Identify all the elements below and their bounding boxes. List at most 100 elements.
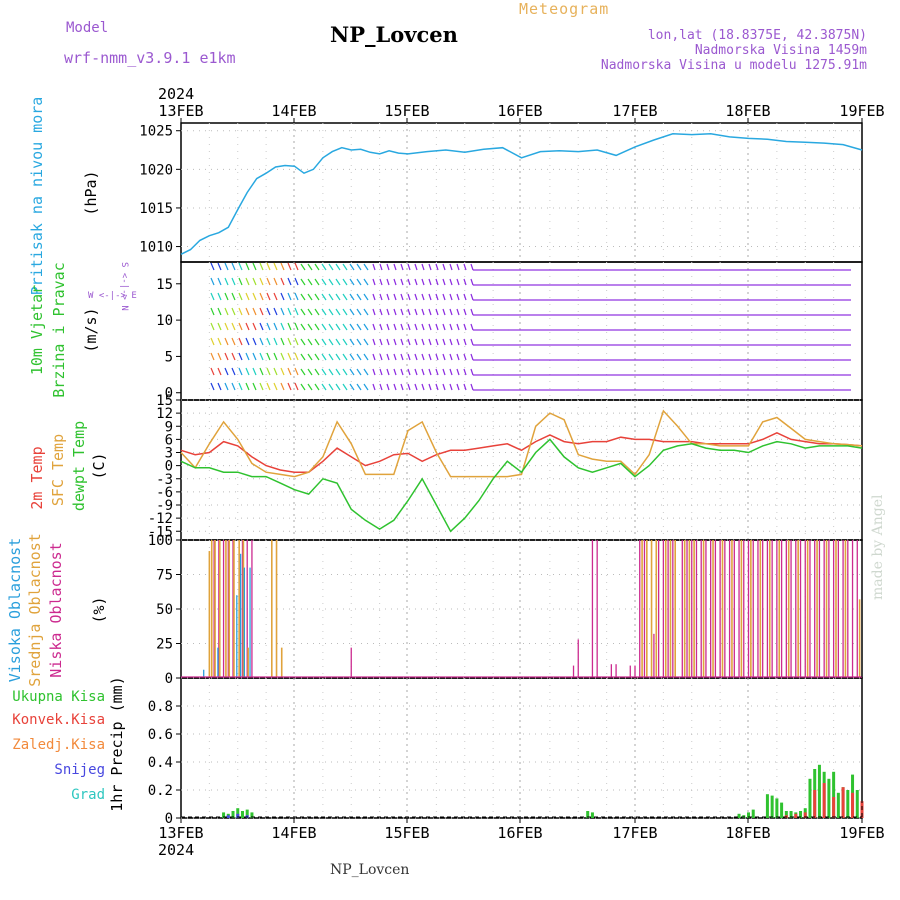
wind-barb (363, 368, 369, 376)
wind-barb (372, 368, 376, 376)
time-tick-bottom: 13FEB (158, 824, 203, 842)
wind-barb (342, 383, 348, 391)
wind-barb (400, 308, 404, 316)
wind-barb (231, 307, 236, 316)
wind-barb (342, 353, 348, 361)
wind-barb (442, 263, 446, 271)
wind-barb (231, 277, 236, 286)
wind-barb (294, 292, 299, 301)
precip-tick-label: 0.4 (148, 755, 173, 771)
wind-barb (294, 337, 299, 346)
wind-barb (470, 338, 474, 346)
pressure-tick-label: 1020 (139, 162, 173, 178)
wind-barb (328, 368, 334, 376)
wind-barb (400, 293, 404, 301)
wind-barb (314, 323, 320, 331)
wind-barb (224, 352, 229, 361)
wind-barb (442, 338, 446, 346)
temp-unit: (C) (90, 452, 108, 479)
wind-barb (349, 368, 355, 376)
wind-barb (300, 278, 306, 286)
elevation-label: Nadmorska Visina 1459m (694, 43, 867, 58)
wind-barb (259, 292, 264, 301)
wind-barb (280, 262, 285, 271)
wind-barb (314, 383, 320, 391)
wind-barb (280, 322, 285, 331)
time-tick-top: 16FEB (497, 102, 542, 120)
dew-label: dewpt Temp (70, 421, 88, 511)
wind-tick-label: 0 (165, 386, 173, 402)
time-tick-bottom: 17FEB (612, 824, 657, 842)
wind-barb (470, 293, 474, 301)
wind-barb (342, 308, 348, 316)
wind-barb (421, 323, 425, 331)
year-label-top: 2024 (158, 85, 194, 103)
panel-frame-precip (180, 677, 863, 819)
wind-barb (379, 368, 383, 376)
wind-barb (280, 292, 285, 301)
snow-bar (226, 815, 230, 818)
wind-barb (400, 278, 404, 286)
wind-barb (273, 367, 278, 376)
wind-barb (372, 353, 376, 361)
precip-total-bar (808, 778, 812, 818)
time-tick-top: 18FEB (725, 102, 770, 120)
wind-barb (356, 368, 362, 376)
wind-barb (280, 382, 285, 391)
wind-barb (335, 353, 341, 361)
wind-barb (414, 323, 418, 331)
wind-barb (280, 307, 285, 316)
wind-barb (307, 368, 313, 376)
wind-barb (238, 307, 243, 316)
wind-barb (449, 263, 453, 271)
wind-tick-label: 5 (165, 349, 173, 365)
precip-total-bar (799, 811, 803, 818)
wind-barb (210, 307, 215, 316)
wind-barb (428, 338, 432, 346)
wind-barb (252, 367, 257, 376)
wind-barb (307, 353, 313, 361)
wind-barb (266, 322, 271, 331)
wind-barb (273, 352, 278, 361)
wind-barb (259, 367, 264, 376)
wind-barb (287, 262, 292, 271)
wind-barb (400, 338, 404, 346)
wind-barb (259, 277, 264, 286)
wind-barb (314, 368, 320, 376)
wind-barb (307, 323, 313, 331)
wind-barb (280, 352, 285, 361)
wind-barb (363, 308, 369, 316)
wind-barb (379, 308, 383, 316)
wind-barb (273, 292, 278, 301)
wind-barb (280, 277, 285, 286)
precip-total-bar (784, 811, 788, 818)
wind-barb (224, 337, 229, 346)
wind-barb (300, 323, 306, 331)
pressure-unit: (hPa) (82, 170, 100, 215)
wind-barb (400, 263, 404, 271)
wind-barb (393, 323, 397, 331)
wind-barb (238, 277, 243, 286)
precip-total-bar (250, 812, 254, 818)
precip-total-bar (747, 812, 750, 818)
wind-barb (210, 322, 215, 331)
wind-barb (349, 323, 355, 331)
wind-barb (328, 293, 334, 301)
wind-barb (386, 323, 390, 331)
precip-conv-bar (822, 783, 826, 818)
wind-barb (259, 262, 264, 271)
wind-barb (252, 337, 257, 346)
wind-barb (379, 263, 383, 271)
wind-barb (421, 293, 425, 301)
wind-barb (393, 278, 397, 286)
wind-barb (400, 323, 404, 331)
model-elevation-label: Nadmorska Visina u modelu 1275.91m (600, 58, 867, 73)
wind-barb (379, 293, 383, 301)
precip-unit: 1hr Precip (mm) (108, 676, 126, 811)
footer-station: NP_Lovcen (330, 862, 410, 878)
wind-barb (421, 368, 425, 376)
wind-tick-label: 10 (156, 313, 173, 329)
cloud-mid-label: Srednja Oblacnost (26, 533, 44, 687)
wind-barb (400, 383, 404, 391)
wind-barb (224, 382, 229, 391)
